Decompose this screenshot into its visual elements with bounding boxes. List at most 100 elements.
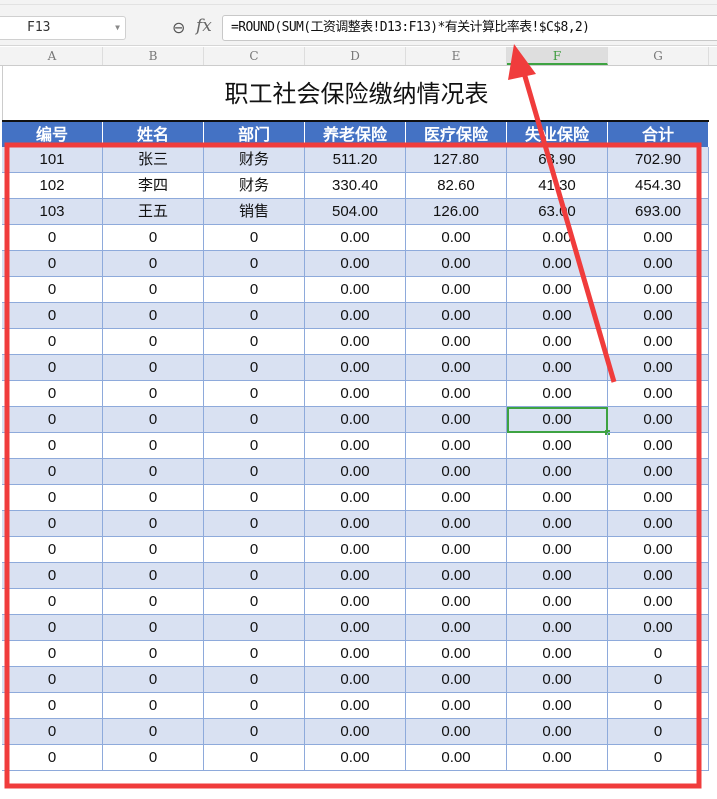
table-cell[interactable]: 0.00 [406, 407, 507, 433]
table-cell[interactable]: 0 [204, 641, 305, 667]
table-cell[interactable]: 0 [2, 251, 103, 277]
table-cell[interactable]: 0.00 [507, 641, 608, 667]
table-cell[interactable]: 63.00 [507, 199, 608, 225]
table-cell[interactable]: 0.00 [608, 615, 709, 641]
table-cell[interactable]: 0 [103, 407, 204, 433]
table-cell[interactable]: 0.00 [507, 615, 608, 641]
table-cell[interactable]: 0.00 [406, 225, 507, 251]
table-cell[interactable]: 0.00 [507, 719, 608, 745]
table-cell[interactable]: 销售 [204, 199, 305, 225]
table-cell[interactable]: 0 [103, 433, 204, 459]
table-cell[interactable]: 王五 [103, 199, 204, 225]
table-cell[interactable]: 0.00 [507, 745, 608, 771]
table-cell[interactable]: 0 [103, 641, 204, 667]
table-cell[interactable]: 0.00 [608, 277, 709, 303]
table-cell[interactable]: 0.00 [406, 641, 507, 667]
table-cell[interactable]: 0 [204, 381, 305, 407]
table-cell[interactable]: 0 [204, 407, 305, 433]
table-cell[interactable]: 0.00 [406, 303, 507, 329]
table-cell[interactable]: 0.00 [507, 381, 608, 407]
table-cell[interactable]: 0 [103, 511, 204, 537]
column-header-b[interactable]: B [103, 47, 204, 65]
table-cell[interactable]: 张三 [103, 147, 204, 173]
table-cell[interactable]: 41.30 [507, 173, 608, 199]
table-cell[interactable]: 0.00 [406, 251, 507, 277]
table-cell[interactable]: 0 [2, 459, 103, 485]
table-cell[interactable]: 693.00 [608, 199, 709, 225]
column-header-d[interactable]: D [305, 47, 406, 65]
table-cell[interactable]: 0 [103, 745, 204, 771]
table-cell[interactable]: 0 [2, 225, 103, 251]
table-cell[interactable]: 0 [103, 381, 204, 407]
table-cell[interactable]: 0 [2, 355, 103, 381]
table-cell[interactable]: 511.20 [305, 147, 406, 173]
table-cell[interactable]: 0 [204, 459, 305, 485]
table-cell[interactable]: 0.00 [608, 589, 709, 615]
table-cell[interactable]: 0 [103, 329, 204, 355]
table-cell[interactable]: 0 [204, 225, 305, 251]
table-cell[interactable]: 财务 [204, 147, 305, 173]
table-cell[interactable]: 0 [608, 745, 709, 771]
table-cell[interactable]: 0.00 [608, 563, 709, 589]
table-cell[interactable]: 0 [204, 719, 305, 745]
table-cell[interactable]: 0 [2, 407, 103, 433]
table-cell[interactable]: 0 [103, 719, 204, 745]
table-cell[interactable]: 0.00 [305, 329, 406, 355]
table-cell[interactable]: 0.00 [406, 381, 507, 407]
table-cell[interactable]: 101 [2, 147, 103, 173]
table-cell[interactable]: 0.00 [305, 433, 406, 459]
table-cell[interactable]: 0.00 [406, 745, 507, 771]
table-cell[interactable]: 0.00 [406, 589, 507, 615]
table-cell[interactable]: 0 [608, 719, 709, 745]
table-cell[interactable]: 0 [204, 355, 305, 381]
table-cell[interactable]: 0 [2, 693, 103, 719]
table-cell[interactable]: 0.00 [305, 355, 406, 381]
table-cell[interactable]: 0.00 [608, 381, 709, 407]
table-cell[interactable]: 0.00 [507, 485, 608, 511]
table-cell[interactable]: 0.00 [406, 277, 507, 303]
table-cell[interactable]: 0.00 [305, 537, 406, 563]
table-cell[interactable]: 0.00 [305, 667, 406, 693]
formula-input[interactable]: =ROUND(SUM(工资调整表!D13:F13)*有关计算比率表!$C$8,2… [222, 15, 717, 41]
table-cell[interactable]: 82.60 [406, 173, 507, 199]
table-cell[interactable]: 0 [204, 251, 305, 277]
chevron-down-icon[interactable]: ▼ [115, 23, 120, 32]
table-cell[interactable]: 0.00 [608, 355, 709, 381]
table-cell[interactable]: 0.00 [305, 719, 406, 745]
table-cell[interactable]: 0.00 [406, 667, 507, 693]
table-cell[interactable]: 0.00 [406, 433, 507, 459]
column-header-c[interactable]: C [204, 47, 305, 65]
table-cell[interactable]: 0 [103, 277, 204, 303]
table-cell[interactable]: 0.00 [507, 537, 608, 563]
table-cell[interactable]: 0.00 [507, 355, 608, 381]
magnifier-icon[interactable]: ⊖ [172, 20, 186, 37]
header-cell[interactable]: 姓名 [103, 122, 204, 147]
table-cell[interactable]: 0.00 [507, 589, 608, 615]
table-cell[interactable]: 0.00 [406, 615, 507, 641]
table-cell[interactable]: 0.00 [305, 563, 406, 589]
table-cell[interactable]: 李四 [103, 173, 204, 199]
table-cell[interactable]: 0 [2, 641, 103, 667]
table-cell[interactable]: 0.00 [507, 251, 608, 277]
table-cell[interactable]: 0.00 [305, 225, 406, 251]
table-cell[interactable]: 0.00 [507, 433, 608, 459]
table-cell[interactable]: 0.00 [406, 511, 507, 537]
table-cell[interactable]: 0 [2, 381, 103, 407]
table-cell[interactable]: 0 [2, 563, 103, 589]
table-cell[interactable]: 0 [103, 303, 204, 329]
header-cell[interactable]: 部门 [204, 122, 305, 147]
column-header-a[interactable]: A [2, 47, 103, 65]
table-cell[interactable]: 0 [2, 745, 103, 771]
table-cell[interactable]: 0 [204, 563, 305, 589]
table-cell[interactable]: 0 [2, 537, 103, 563]
table-cell[interactable]: 0.00 [305, 641, 406, 667]
table-cell[interactable]: 0.00 [305, 407, 406, 433]
table-cell[interactable]: 0.00 [608, 485, 709, 511]
table-cell[interactable]: 0.00 [507, 511, 608, 537]
table-cell[interactable]: 0 [204, 485, 305, 511]
table-cell[interactable]: 0.00 [507, 225, 608, 251]
table-cell[interactable]: 0.00 [406, 719, 507, 745]
table-cell[interactable]: 0.00 [305, 381, 406, 407]
table-cell[interactable]: 0 [2, 329, 103, 355]
table-cell[interactable]: 0.00 [608, 329, 709, 355]
